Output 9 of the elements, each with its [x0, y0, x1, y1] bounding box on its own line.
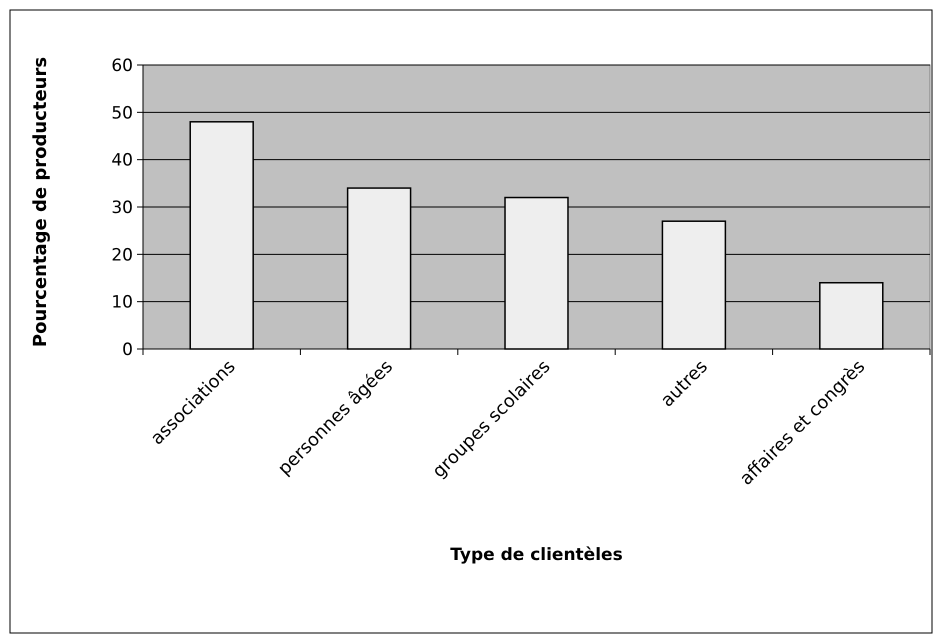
y-tick-label: 20 — [111, 245, 133, 266]
y-tick-label: 10 — [111, 292, 133, 313]
y-tick-label: 50 — [111, 103, 133, 124]
y-tick-label: 40 — [111, 150, 133, 171]
y-tick-label: 30 — [111, 198, 133, 218]
x-axis-title: Type de clientèles — [450, 545, 623, 565]
y-axis-title: Pourcentage de producteurs — [30, 56, 51, 348]
y-tick-label: 0 — [122, 340, 133, 360]
y-tick-label: 60 — [111, 56, 133, 76]
